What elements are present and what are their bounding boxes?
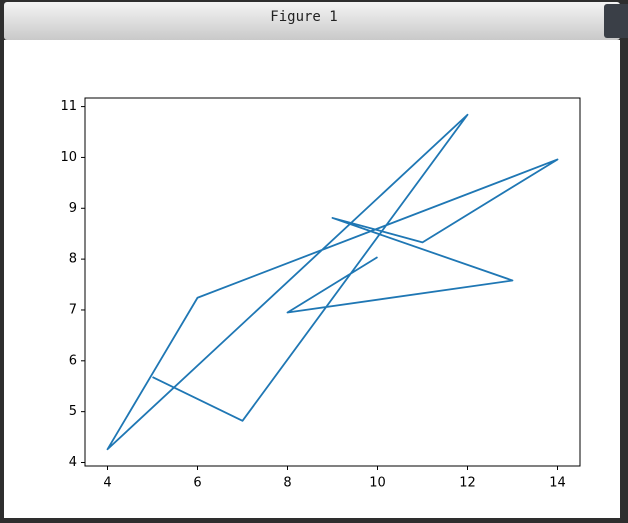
x-tick-label: 12 xyxy=(459,476,476,491)
y-tick-label: 7 xyxy=(69,302,77,317)
y-tick-label: 11 xyxy=(60,99,77,114)
y-tick-label: 5 xyxy=(69,404,77,419)
window-button[interactable] xyxy=(604,4,628,38)
y-tick-label: 9 xyxy=(69,201,77,216)
plot-area: 4 6 8 10 12 14 4 5 6 7 8 9 10 11 xyxy=(60,97,581,491)
y-tick-label: 8 xyxy=(69,252,77,267)
axes-frame xyxy=(84,97,581,467)
x-tick-label: 10 xyxy=(369,476,386,491)
x-tick-label: 6 xyxy=(193,476,201,491)
title-bar xyxy=(4,2,620,40)
window-title: Figure 1 xyxy=(270,9,337,25)
figure-canvas xyxy=(4,40,620,518)
x-tick-label: 8 xyxy=(283,476,291,491)
y-tick-label: 6 xyxy=(69,353,77,368)
y-tick-label: 10 xyxy=(60,150,77,165)
data-line xyxy=(106,113,559,451)
x-tick-label: 4 xyxy=(103,476,111,491)
y-tick-label: 4 xyxy=(69,455,77,470)
x-tick-label: 14 xyxy=(549,476,566,491)
